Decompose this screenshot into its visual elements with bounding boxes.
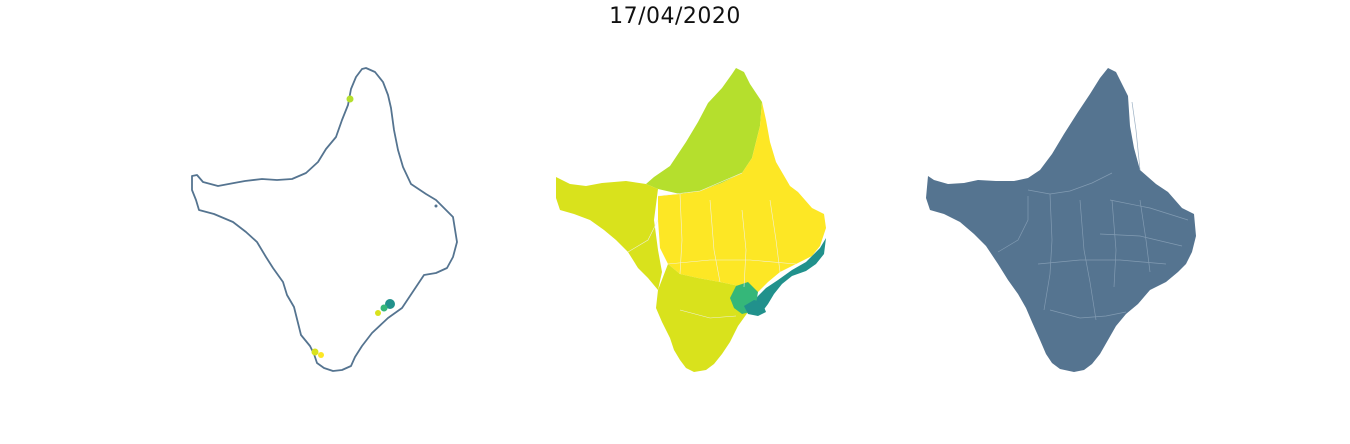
region-south — [656, 264, 756, 372]
choropleth-borders — [627, 172, 797, 319]
case-marker-north — [346, 95, 354, 103]
figure-title: 17/04/2020 — [609, 4, 741, 29]
choropleth-map-panel — [530, 50, 870, 390]
choropleth-map — [556, 68, 826, 372]
region-coastal-south — [744, 300, 766, 316]
region-east-coast — [750, 238, 826, 314]
outline-map — [191, 67, 458, 372]
municipal-boundary-lines — [997, 101, 1189, 321]
region-west — [556, 177, 662, 290]
case-marker-east-large — [385, 299, 395, 309]
boundaries-map — [926, 68, 1196, 372]
state-outline — [191, 67, 458, 372]
outline-map-panel — [170, 50, 510, 390]
region-central — [658, 102, 826, 292]
case-marker-south-a — [311, 348, 319, 356]
case-marker-east-yellow — [375, 310, 381, 316]
boundaries-map-panel — [900, 50, 1240, 390]
region-northwest — [646, 68, 762, 194]
case-marker-south-b — [318, 352, 324, 358]
case-marker-island — [434, 204, 438, 208]
case-marker-east-small — [380, 304, 388, 312]
state-shape — [926, 68, 1196, 372]
